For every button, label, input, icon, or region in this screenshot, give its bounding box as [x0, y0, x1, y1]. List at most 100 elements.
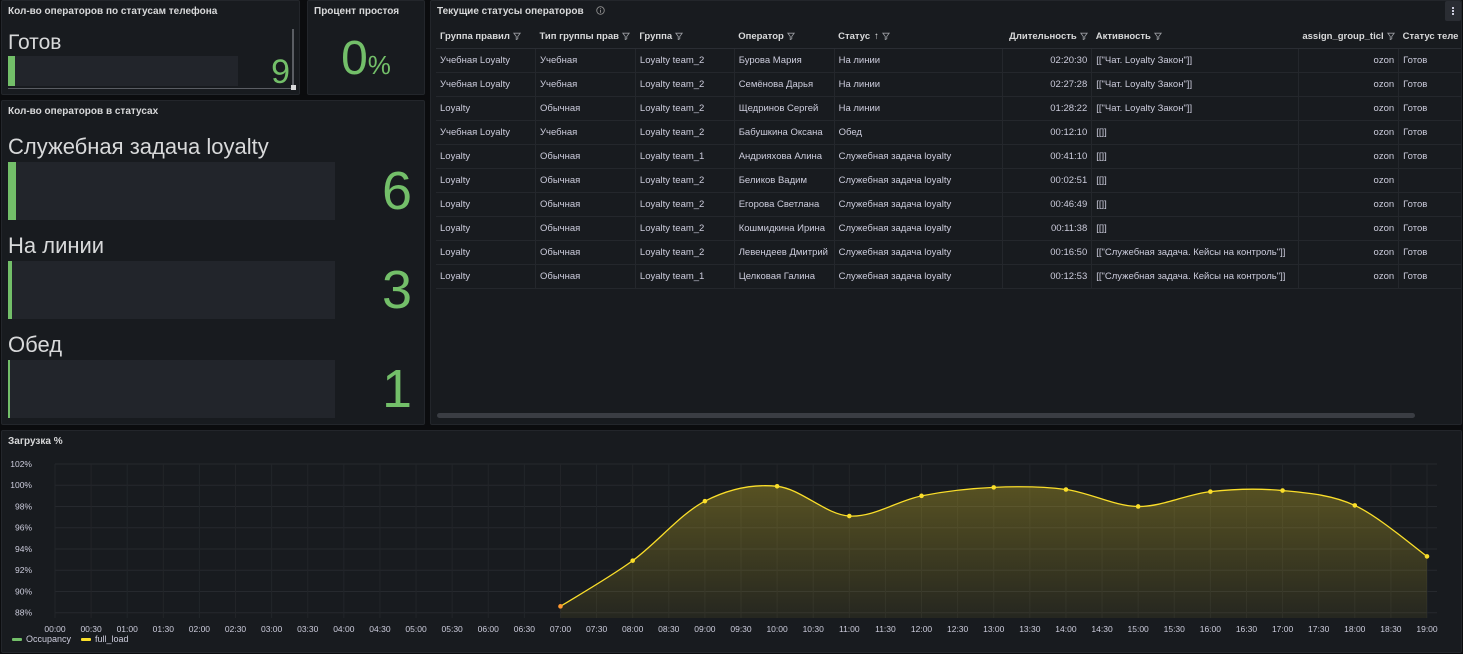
column-header[interactable]: Длительность: [1002, 25, 1092, 49]
y-tick-label: 96%: [15, 523, 32, 533]
sort-arrow-up-icon[interactable]: ↑: [874, 30, 879, 42]
table-cell: Обычная: [535, 192, 636, 217]
table-cell: Готов: [1398, 264, 1461, 289]
table-cell: Учебная Loyalty: [436, 120, 536, 145]
table-cell: Loyalty: [436, 264, 536, 289]
table-cell: ozon: [1298, 120, 1400, 145]
table-cell: Обычная: [535, 168, 636, 193]
table-row[interactable]: Loyalty Обычная Loyalty team_2 Беликов Вади…: [436, 168, 1461, 193]
filter-icon[interactable]: [1384, 31, 1395, 42]
column-header-label: Оператор: [738, 30, 784, 42]
column-header[interactable]: assign_group_ticl: [1298, 25, 1399, 49]
horizontal-scrollbar[interactable]: [437, 413, 1415, 418]
panel-title: Кол-во операторов по статусам телефона: [8, 6, 218, 17]
table-cell: Loyalty team_1: [635, 264, 735, 289]
filter-icon[interactable]: [619, 31, 630, 42]
table-cell: 00:16:50: [1002, 240, 1093, 265]
table-row[interactable]: Loyalty Обычная Loyalty team_2 Егорова Свет…: [436, 192, 1461, 217]
filter-icon[interactable]: [1151, 31, 1162, 42]
full-load-point: [630, 558, 635, 563]
x-tick-label: 12:30: [947, 624, 969, 634]
table-row[interactable]: Loyalty Обычная Loyalty team_2 Кошмидкина И…: [436, 216, 1461, 241]
info-icon[interactable]: [596, 6, 606, 15]
filter-icon[interactable]: [672, 31, 684, 42]
x-tick-label: 14:30: [1091, 624, 1113, 634]
table-cell: Обычная: [535, 240, 636, 265]
x-tick-label: 00:30: [80, 624, 102, 634]
filter-icon[interactable]: [510, 31, 521, 42]
y-tick-label: 98%: [15, 501, 32, 511]
table-cell: Готов: [1398, 216, 1461, 241]
column-header-label: Группа: [639, 30, 673, 42]
table-cell: ozon: [1298, 72, 1400, 97]
legend-label: full_load: [95, 634, 129, 644]
x-tick-label: 16:00: [1200, 624, 1222, 634]
table-cell: Loyalty team_2: [635, 96, 735, 121]
table-row[interactable]: Учебная Loyalty Учебная Loyalty team_2 Бабу…: [436, 120, 1461, 145]
column-header[interactable]: Тип группы прав: [535, 25, 636, 49]
x-tick-label: 06:00: [478, 624, 500, 634]
column-header-label: Длительность: [1009, 30, 1077, 42]
table-row[interactable]: Loyalty Обычная Loyalty team_1 Целковая Гал…: [436, 264, 1461, 289]
table-cell: [["Чат. Loyalty Закон"]]: [1091, 96, 1299, 121]
column-header[interactable]: Группа: [635, 25, 735, 49]
y-tick-label: 100%: [10, 480, 32, 490]
column-header[interactable]: Статус ↑: [834, 25, 1003, 49]
table-cell: Готов: [1398, 96, 1461, 121]
legend-item[interactable]: Occupancy: [12, 634, 71, 644]
filter-icon[interactable]: [1077, 31, 1088, 42]
x-tick-label: 15:00: [1128, 624, 1150, 634]
filter-icon[interactable]: [784, 31, 795, 42]
kebab-menu-icon[interactable]: [1445, 1, 1461, 21]
table-row[interactable]: Учебная Loyalty Учебная Loyalty team_2 Семё…: [436, 72, 1461, 97]
table-cell: ozon: [1298, 240, 1400, 265]
phone-status-bar: [8, 56, 238, 86]
column-header[interactable]: Оператор: [734, 25, 835, 49]
x-tick-label: 02:30: [225, 624, 247, 634]
legend-item[interactable]: full_load: [81, 634, 129, 644]
table-cell: ozon: [1298, 144, 1400, 169]
x-tick-label: 02:00: [189, 624, 211, 634]
full-load-point: [1135, 504, 1141, 509]
table-cell: [["Служебная задача. Кейсы на контроль"]…: [1091, 240, 1299, 265]
phone-status-panel: Кол-во операторов по статусам телефона Г…: [1, 0, 300, 95]
y-tick-label: 90%: [15, 586, 32, 596]
filter-icon[interactable]: [879, 31, 890, 42]
chart-legend: Occupancy full_load: [12, 634, 129, 644]
table-cell: [1398, 168, 1461, 193]
table-row[interactable]: Loyalty Обычная Loyalty team_1 Андрияхова А…: [436, 144, 1461, 169]
phone-status-bar-fill: [8, 56, 15, 86]
table-row[interactable]: Loyalty Обычная Loyalty team_2 Щедринов Сер…: [436, 96, 1461, 121]
table-row[interactable]: Loyalty Обычная Loyalty team_2 Левендеев Дм…: [436, 240, 1461, 265]
table-cell: Егорова Светлана: [734, 192, 835, 217]
status-item-bar: [8, 360, 335, 418]
table-cell: 01:28:22: [1002, 96, 1093, 121]
table-cell: Андрияхова Алина: [734, 144, 835, 169]
x-tick-label: 01:00: [117, 624, 139, 634]
scroll-handle[interactable]: [292, 29, 294, 87]
table-cell: Готов: [1398, 48, 1461, 73]
y-tick-label: 88%: [15, 608, 32, 618]
column-header[interactable]: Активность: [1091, 25, 1299, 49]
full-load-point: [702, 498, 708, 504]
table-cell: Обед: [834, 120, 1004, 145]
column-header[interactable]: Статус теле: [1398, 25, 1461, 49]
x-tick-label: 08:30: [658, 624, 680, 634]
status-item-label: Обед: [8, 332, 63, 357]
table-cell: На линии: [834, 48, 1004, 73]
table-cell: [[]]: [1091, 216, 1299, 241]
table-cell: [[]]: [1091, 192, 1299, 217]
table-cell: Служебная задача loyalty: [834, 192, 1004, 217]
full-load-point: [991, 485, 997, 490]
column-header[interactable]: Группа правил: [436, 25, 536, 49]
table-cell: Беликов Вадим: [734, 168, 835, 193]
table-cell: 00:12:10: [1002, 120, 1093, 145]
table-cell: Готов: [1398, 144, 1461, 169]
legend-label: Occupancy: [26, 634, 72, 644]
table-header-row: Группа правил Тип группы прав Группа Операт…: [436, 25, 1461, 49]
x-tick-label: 18:30: [1380, 624, 1402, 634]
table-cell: Loyalty: [436, 96, 536, 121]
table-row[interactable]: Учебная Loyalty Учебная Loyalty team_2 Буро…: [436, 48, 1461, 73]
table-cell: Loyalty: [436, 216, 536, 241]
table-cell: [["Чат. Loyalty Закон"]]: [1091, 72, 1299, 97]
